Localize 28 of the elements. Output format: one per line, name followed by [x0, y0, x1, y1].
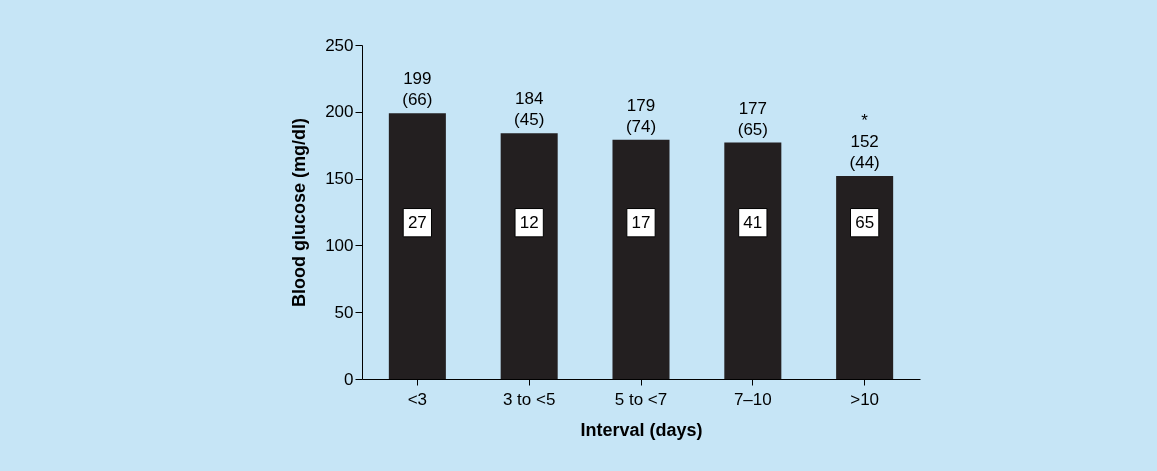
y-tick-label: 50 — [334, 302, 354, 322]
x-axis-title: Interval (days) — [580, 419, 703, 440]
x-tick-label: 3 to <5 — [502, 389, 556, 409]
annotation: 17 — [631, 212, 651, 232]
bar — [388, 113, 446, 379]
annotation: 27 — [407, 212, 427, 232]
x-tick-label: <3 — [407, 389, 428, 409]
y-tick-label: 0 — [344, 369, 354, 389]
data-label: 179 (74) — [625, 95, 657, 136]
annotation: 65 — [855, 212, 875, 232]
data-label: 199 (66) — [402, 69, 433, 110]
bar — [724, 142, 782, 379]
data-label: * 152 (44) — [849, 110, 880, 172]
x-tick-label: 5 to <7 — [614, 389, 668, 409]
y-tick-label: 200 — [325, 102, 354, 122]
data-label: 177 (65) — [737, 98, 768, 139]
y-tick-label: 150 — [325, 169, 354, 189]
y-tick-label: 250 — [325, 35, 354, 55]
annotation: 41 — [743, 212, 763, 232]
data-label: 184 (45) — [514, 89, 545, 130]
bar — [612, 139, 670, 379]
y-axis-title: Blood glucose (mg/dl) — [289, 118, 310, 307]
x-tick-label: >10 — [850, 389, 880, 409]
x-tick-label: 7–10 — [733, 389, 772, 409]
annotation: 12 — [519, 212, 539, 232]
y-tick-label: 100 — [325, 235, 354, 255]
bar — [836, 175, 894, 379]
bar — [500, 133, 558, 379]
